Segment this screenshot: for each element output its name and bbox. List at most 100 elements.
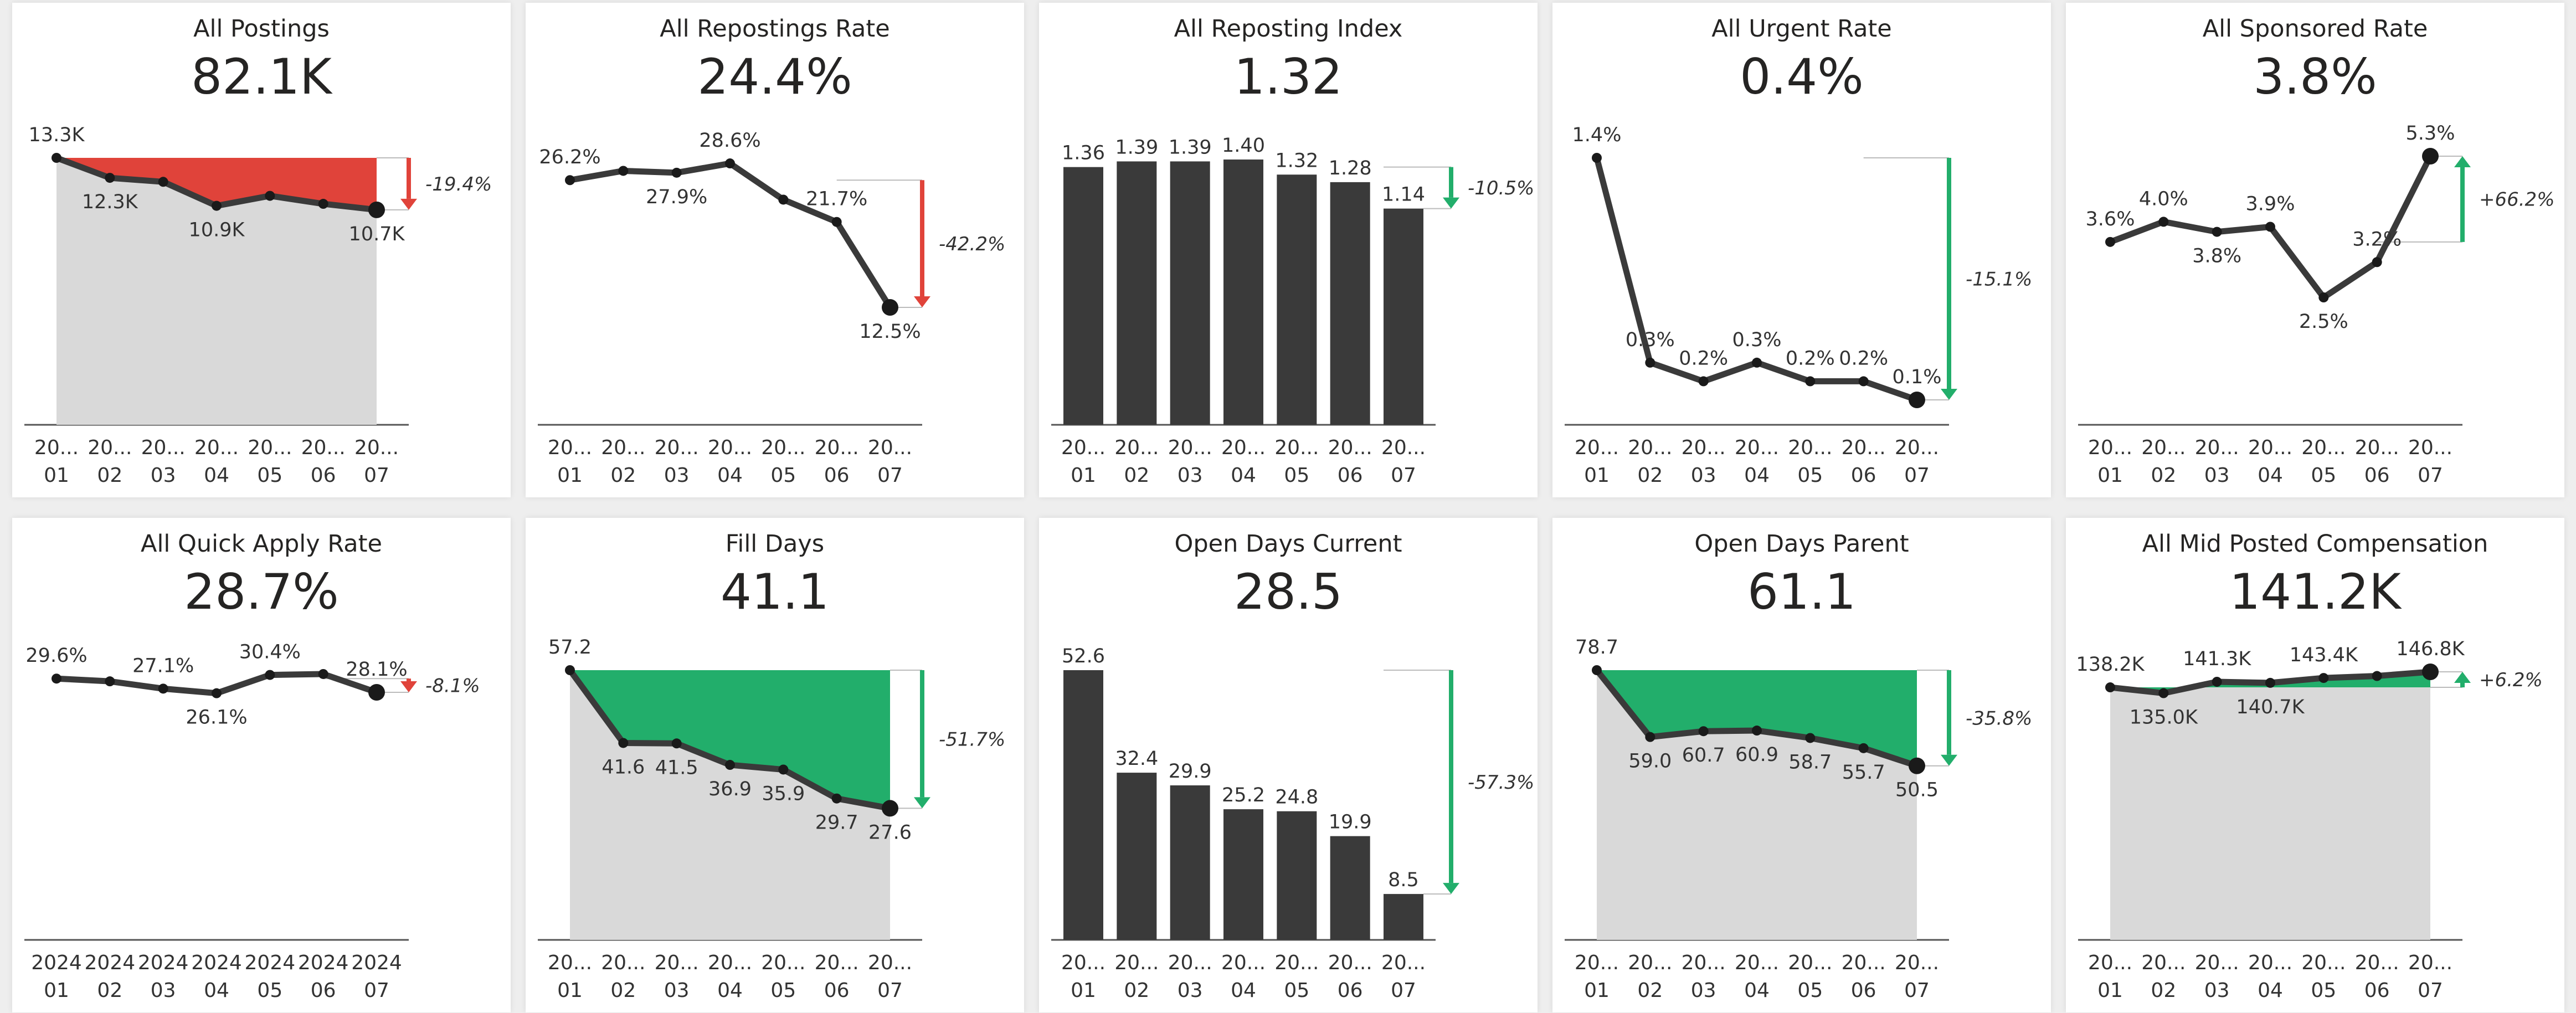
data-point: [2372, 257, 2382, 268]
x-tick-label: 20...: [194, 436, 239, 459]
data-point: [1645, 732, 1655, 742]
data-point: [1909, 392, 1925, 408]
x-tick-label: 03: [2204, 979, 2230, 1002]
card-title: All Urgent Rate: [1711, 15, 1892, 43]
x-tick-label: 20...: [2248, 436, 2292, 459]
x-tick-label: 20...: [1895, 952, 1939, 974]
bar: [1063, 670, 1103, 940]
x-tick-label: 03: [1691, 979, 1716, 1002]
data-point: [368, 683, 385, 701]
card-title: All Reposting Index: [1174, 15, 1403, 43]
series-line: [567, 160, 893, 311]
x-tick-label: 01: [2097, 979, 2123, 1002]
x-tick-label: 20...: [1328, 436, 1372, 459]
data-point: [368, 201, 385, 218]
kpi-value: 24.4%: [697, 48, 852, 105]
data-point: [1592, 153, 1602, 163]
x-tick-label: 02: [1637, 464, 1663, 487]
x-tick-label: 04: [204, 464, 229, 487]
x-tick-label: 20...: [1842, 436, 1886, 459]
data-label: 35.9: [762, 783, 805, 805]
data-point: [2158, 217, 2169, 227]
x-tick-label: 02: [2151, 979, 2176, 1002]
x-tick-label: 06: [2364, 464, 2390, 487]
bar: [1277, 811, 1317, 940]
variance-arrow-head: [1941, 389, 1957, 400]
data-label: 60.7: [1682, 744, 1725, 767]
kpi-card: All Urgent Rate 0.4% 20... 01 20... 02 20... 03…: [1552, 3, 2051, 497]
x-tick-label: 20...: [1575, 436, 1619, 459]
data-label: 12.3K: [82, 191, 138, 213]
x-tick-label: 04: [1231, 464, 1256, 487]
variance-label: -35.8%: [1966, 707, 2032, 729]
x-tick-label: 06: [824, 979, 850, 1002]
x-tick-label: 2024: [85, 952, 136, 974]
bar: [1170, 161, 1210, 425]
x-tick-label: 20...: [655, 952, 699, 974]
data-label: 25.2: [1222, 784, 1265, 806]
chart-svg: 20... 01 20... 02 20... 03 20... 04 20... 05 20...…: [1565, 124, 2032, 487]
x-tick-label: 20...: [88, 436, 132, 459]
x-tick-label: 20...: [815, 436, 859, 459]
variance-arrow-head: [1443, 883, 1459, 894]
x-tick-label: 20...: [1221, 952, 1266, 974]
kpi-value: 28.5: [1234, 563, 1343, 620]
kpi-value: 141.2K: [2229, 563, 2401, 620]
kpi-value: 28.7%: [184, 563, 339, 620]
chart-svg: 20... 01 20... 02 20... 03 20... 04 20... 05 20...…: [1565, 636, 2032, 1002]
x-tick-label: 20...: [1274, 952, 1319, 974]
x-tick-label: 05: [770, 464, 796, 487]
variance-arrow-head: [1941, 754, 1957, 766]
data-point: [2372, 671, 2382, 681]
data-point: [2105, 236, 2115, 247]
x-tick-label: 2024: [138, 952, 189, 974]
data-point: [2422, 148, 2439, 164]
x-tick-label: 20...: [1061, 952, 1106, 974]
x-tick-label: 20...: [1682, 436, 1726, 459]
data-point: [52, 673, 61, 684]
data-point: [2265, 222, 2275, 232]
variance-label: -51.7%: [939, 729, 1005, 751]
bar: [1223, 809, 1263, 940]
x-tick-label: 06: [824, 464, 850, 487]
x-tick-label: 20...: [1735, 436, 1779, 459]
area-fill: [570, 670, 890, 940]
x-tick-label: 20...: [1168, 952, 1212, 974]
x-tick-label: 20...: [708, 436, 752, 459]
data-point: [2265, 677, 2275, 688]
x-tick-label: 03: [1178, 464, 1203, 487]
chart-svg: 2024 01 2024 02 2024 03 2024 04 2024 05 2024 06 2024…: [24, 641, 480, 1002]
x-tick-label: 20...: [1788, 436, 1832, 459]
data-label: 0.3%: [1732, 329, 1782, 351]
data-point: [2318, 292, 2329, 302]
data-label: 13.3K: [29, 124, 85, 146]
x-tick-label: 20...: [1221, 436, 1266, 459]
x-tick-label: 06: [1338, 979, 1363, 1002]
data-label: 10.7K: [349, 223, 405, 245]
x-tick-label: 01: [1071, 464, 1096, 487]
data-label: 32.4: [1115, 748, 1158, 770]
x-tick-label: 20...: [1575, 952, 1619, 974]
data-label: 0.3%: [1626, 329, 1675, 351]
bar: [1063, 167, 1103, 425]
card-title: All Postings: [193, 15, 330, 43]
variance-arrow-head: [2454, 672, 2471, 683]
x-tick-label: 20...: [1788, 952, 1832, 974]
x-tick-label: 20...: [1628, 952, 1672, 974]
data-point: [212, 688, 222, 698]
x-tick-label: 2024: [245, 952, 296, 974]
x-tick-label: 02: [97, 464, 122, 487]
data-point: [1805, 733, 1816, 743]
card-title: Open Days Parent: [1694, 530, 1909, 558]
kpi-card: Open Days Parent 61.1 20... 01 20... 02 20... 0…: [1552, 518, 2051, 1012]
x-tick-label: 02: [610, 464, 636, 487]
x-tick-label: 01: [557, 464, 583, 487]
data-label: 29.7: [815, 812, 858, 834]
data-label: 41.5: [655, 757, 698, 779]
data-point: [2212, 676, 2222, 687]
chart-svg: 20... 01 20... 02 20... 03 20... 04 20... 05 20...…: [24, 124, 492, 487]
data-point: [671, 167, 682, 178]
x-tick-label: 05: [1284, 464, 1309, 487]
x-tick-label: 03: [664, 979, 690, 1002]
